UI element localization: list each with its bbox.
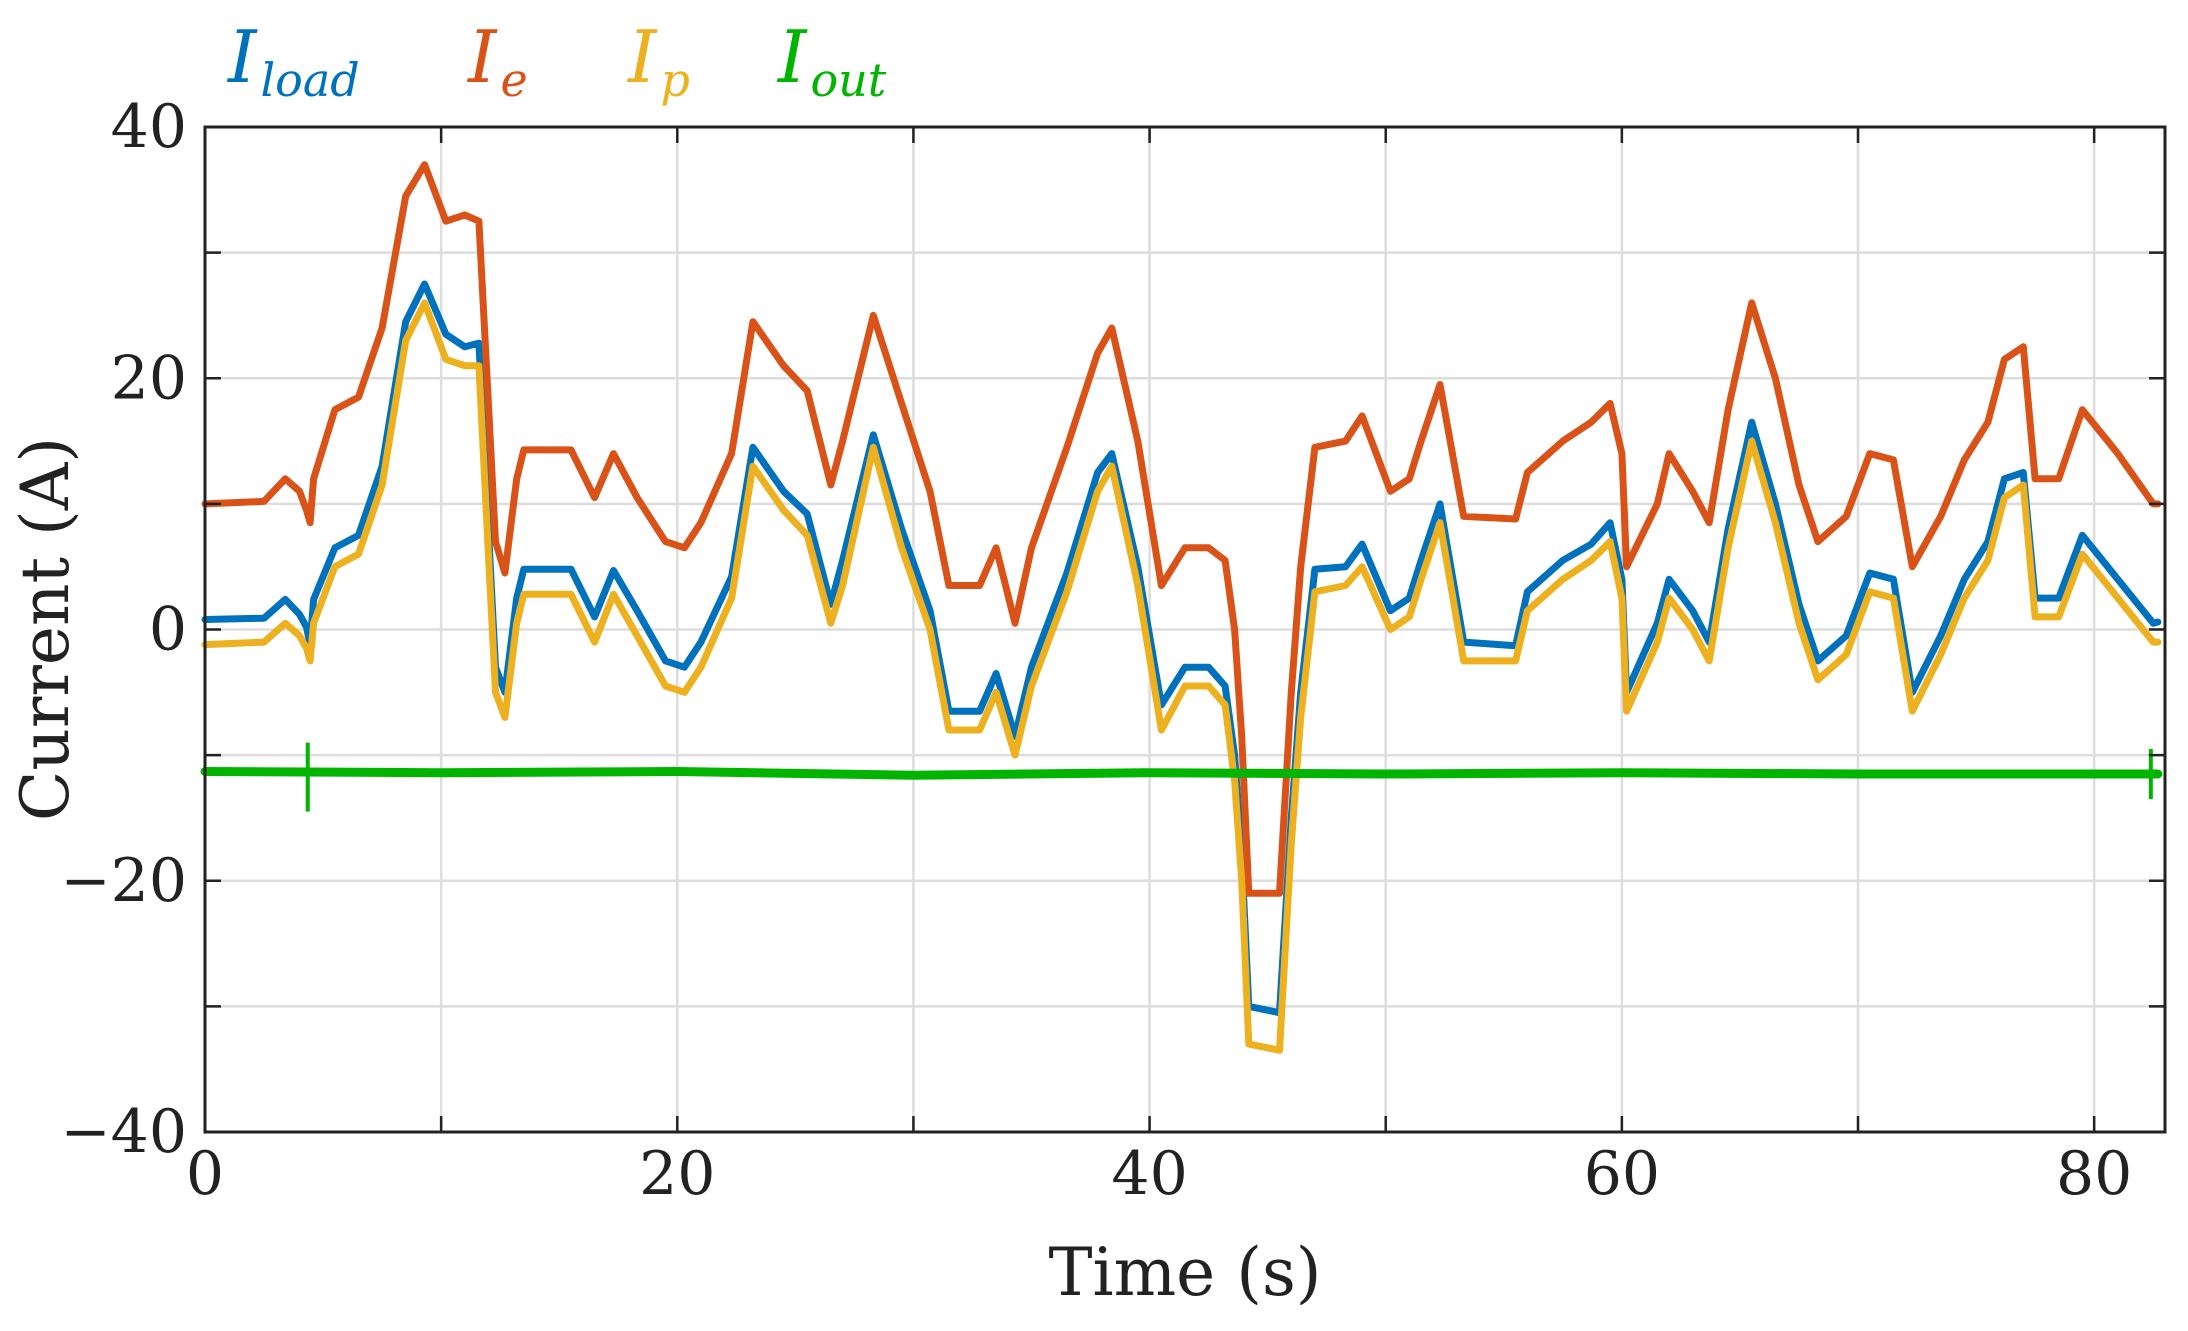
y-tick-label: 20 [111, 343, 187, 413]
series-line-i-load [201, 280, 2162, 1017]
axis-ticks [203, 125, 2165, 1134]
legend-entry-i-out: Iout [776, 15, 887, 107]
legend-entry-i-load: Iload [226, 15, 360, 107]
legend-entry-i-p: Ip [626, 15, 690, 107]
tick-labels: 0 20 40 60 80 −40 −20 0 20 40 [60, 92, 2132, 1209]
x-tick-label: 40 [1111, 1139, 1187, 1209]
y-tick-label: 0 [149, 595, 187, 665]
x-tick-label: 60 [1584, 1139, 1660, 1209]
x-tick-label: 0 [186, 1139, 224, 1209]
legend: Iload Ie Ip Iout [226, 15, 887, 107]
y-tick-label: −20 [60, 846, 187, 916]
series-line-i-e [201, 161, 2162, 897]
x-axis-label: Time (s) [1048, 1234, 1321, 1311]
series-group [200, 161, 2163, 1054]
y-tick-label: 40 [111, 92, 187, 162]
series-line-i-p [201, 299, 2162, 1054]
legend-entry-i-e: Ie [466, 15, 528, 107]
y-tick-label: −40 [60, 1097, 187, 1167]
x-tick-label: 80 [2056, 1139, 2132, 1209]
y-axis-label: Current (A) [7, 437, 84, 821]
x-tick-label: 20 [639, 1139, 715, 1209]
grid-lines [203, 125, 2165, 1134]
series-line-i-out [200, 767, 2163, 780]
